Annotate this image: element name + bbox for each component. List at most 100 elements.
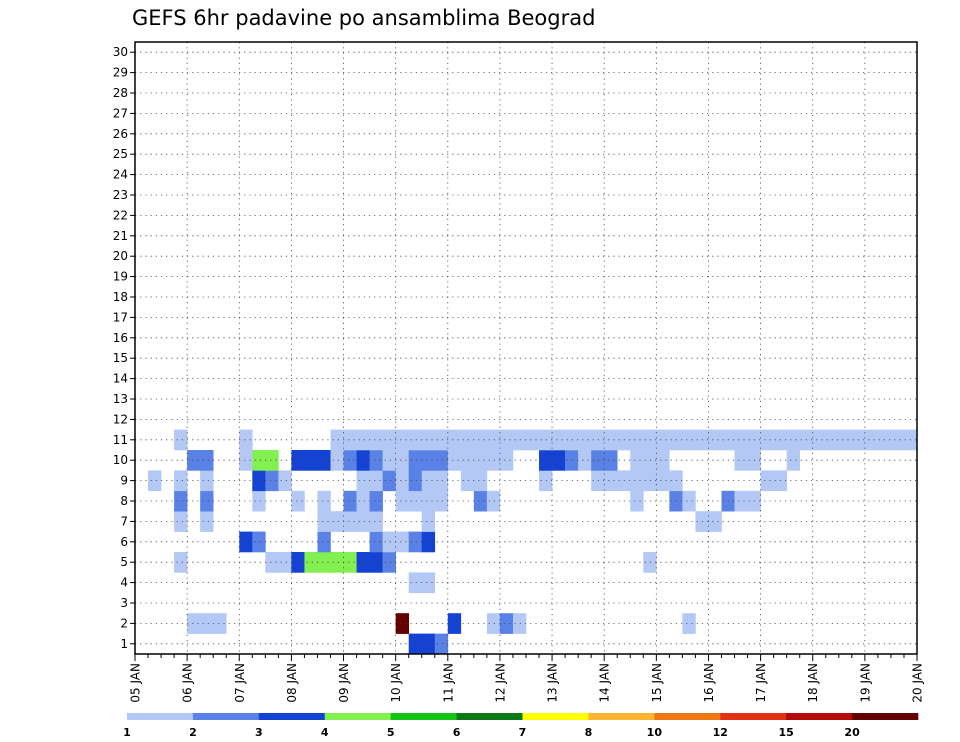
heatmap-cell	[460, 429, 475, 451]
heatmap-cell	[434, 429, 449, 451]
x-tick-label: 17 JAN	[754, 663, 768, 703]
heatmap-cell	[174, 429, 188, 451]
heatmap-cell	[460, 450, 475, 471]
y-tick-label: 21	[113, 229, 128, 243]
heatmap-cell	[356, 470, 370, 492]
heatmap-cell	[317, 511, 331, 532]
heatmap-cell	[734, 429, 748, 451]
heatmap-cell	[408, 470, 423, 492]
heatmap-cell	[512, 429, 527, 451]
heatmap-cell	[382, 429, 396, 451]
heatmap-cell	[434, 450, 449, 471]
y-tick-label: 15	[113, 351, 128, 365]
heatmap-cell	[174, 470, 188, 492]
y-tick-label: 3	[120, 596, 128, 610]
heatmap-cell	[369, 511, 383, 532]
heatmap-cell	[578, 429, 592, 451]
y-tick-label: 8	[120, 494, 128, 508]
heatmap-cell	[369, 450, 383, 471]
heatmap-cell	[330, 429, 344, 451]
heatmap-cell	[369, 429, 383, 451]
heatmap-cell	[630, 429, 644, 451]
heatmap-cell	[395, 429, 409, 451]
heatmap-cell	[252, 490, 266, 512]
heatmap-cell	[734, 490, 748, 512]
heatmap-cell	[265, 450, 279, 471]
heatmap-cell	[565, 429, 579, 451]
x-tick-label: 13 JAN	[546, 663, 560, 703]
heatmap-cell	[200, 511, 214, 532]
heatmap-cell	[421, 633, 436, 655]
heatmap-cell	[630, 490, 644, 512]
heatmap-cell	[434, 490, 449, 512]
x-tick-label: 06 JAN	[181, 663, 195, 703]
legend-swatch	[654, 713, 721, 720]
heatmap-cell	[291, 450, 305, 471]
y-tick-label: 1	[120, 637, 128, 651]
x-tick-label: 19 JAN	[858, 663, 872, 703]
grid-lines	[135, 42, 917, 654]
heatmap-cell	[552, 450, 566, 471]
x-tick-label: 10 JAN	[389, 663, 403, 703]
heatmap-cell	[604, 450, 618, 471]
heatmap-cell	[760, 429, 774, 451]
heatmap-cell	[239, 450, 253, 471]
legend-label: 2	[189, 726, 197, 739]
heatmap-cell	[812, 429, 827, 451]
heatmap-cell	[252, 470, 266, 492]
heatmap-cell	[499, 429, 514, 451]
x-tick-label: 20 JAN	[911, 663, 925, 703]
heatmap-cell	[565, 450, 579, 471]
heatmap-cell	[252, 450, 266, 471]
heatmap-cell	[382, 450, 396, 471]
heatmap-cell	[200, 490, 214, 512]
legend-swatch	[852, 713, 919, 720]
y-tick-label: 18	[113, 290, 128, 304]
heatmap-cell	[317, 531, 331, 553]
x-axis: 05 JAN 06 JAN 07 JAN 08 JAN 09 JAN 10 JAN 11 J…	[129, 654, 925, 703]
heatmap-cell	[682, 429, 696, 451]
legend-label: 5	[387, 726, 395, 739]
heatmap-cell	[200, 470, 214, 492]
legend-swatch	[456, 713, 523, 720]
heatmap-cell	[434, 633, 449, 655]
heatmap-cell	[174, 490, 188, 512]
legend-swatch	[720, 713, 787, 720]
y-tick-label: 14	[113, 372, 128, 386]
y-tick-label: 19	[113, 270, 128, 284]
heatmap-cell	[473, 470, 488, 492]
heatmap-cell	[604, 470, 618, 492]
heatmap-cell	[447, 613, 462, 634]
y-tick-label: 5	[120, 555, 128, 569]
heatmap-cell	[265, 470, 279, 492]
heatmap-cell	[539, 429, 553, 451]
heatmap-cell	[330, 511, 344, 532]
heatmap-cell	[408, 450, 423, 471]
y-tick-label: 2	[120, 616, 128, 630]
heatmap-cell	[630, 470, 644, 492]
legend-label: 6	[453, 726, 461, 739]
heatmap-cell	[499, 450, 514, 471]
heatmap-cell	[330, 552, 344, 573]
heatmap-cells	[148, 429, 918, 655]
y-tick-label: 11	[113, 433, 128, 447]
heatmap-cell	[291, 490, 305, 512]
y-tick-label: 26	[113, 127, 128, 141]
heatmap-cell	[682, 490, 696, 512]
heatmap-cell	[369, 490, 383, 512]
heatmap-cell	[356, 552, 370, 573]
y-tick-label: 20	[113, 249, 128, 263]
heatmap-cell	[369, 531, 383, 553]
x-tick-label: 07 JAN	[233, 663, 247, 703]
heatmap-cell	[421, 490, 436, 512]
y-tick-label: 25	[113, 147, 128, 161]
heatmap-cell	[187, 613, 201, 634]
heatmap-cell	[200, 450, 214, 471]
heatmap-cell	[864, 429, 879, 451]
heatmap-cell	[408, 490, 423, 512]
heatmap-cell	[734, 450, 748, 471]
heatmap-cell	[578, 450, 592, 471]
heatmap-cell	[304, 450, 318, 471]
heatmap-cell	[356, 490, 370, 512]
